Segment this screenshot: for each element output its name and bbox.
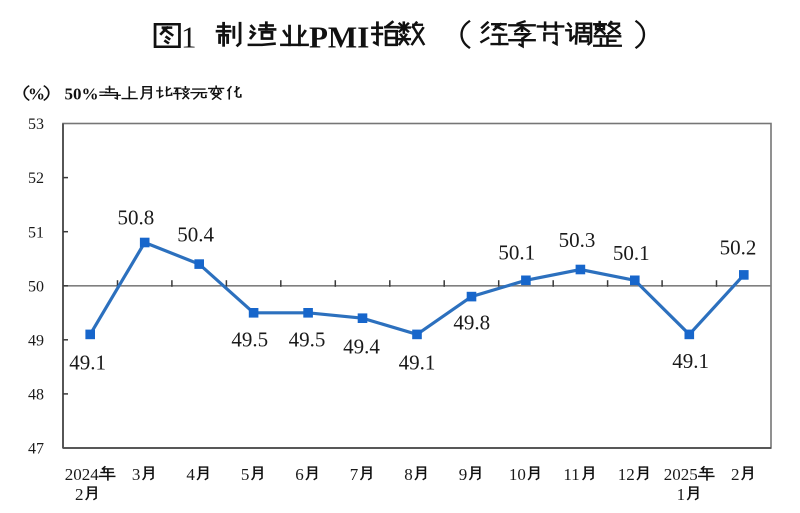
svg-text:53: 53 [28, 116, 44, 133]
svg-text:51: 51 [28, 224, 44, 241]
svg-text:10: 10 [509, 465, 526, 484]
svg-text:49.8: 49.8 [453, 311, 490, 335]
svg-text:8: 8 [404, 465, 413, 484]
svg-text:4: 4 [186, 465, 195, 484]
svg-text:50.8: 50.8 [118, 206, 155, 230]
svg-text:6: 6 [295, 465, 304, 484]
svg-text:49.1: 49.1 [672, 349, 709, 373]
svg-text:50.1: 50.1 [498, 240, 535, 264]
svg-text:%: % [28, 85, 45, 104]
svg-text:49.5: 49.5 [231, 327, 268, 351]
svg-text:50.3: 50.3 [559, 228, 596, 252]
svg-text:9: 9 [459, 465, 468, 484]
svg-text:12: 12 [618, 465, 635, 484]
svg-text:1: 1 [181, 20, 197, 55]
svg-text:50.4: 50.4 [177, 223, 214, 247]
svg-text:49.5: 49.5 [289, 327, 326, 351]
svg-text:2025: 2025 [664, 465, 698, 484]
svg-text:2024: 2024 [65, 465, 100, 484]
svg-text:48: 48 [28, 387, 44, 404]
svg-text:1: 1 [677, 485, 686, 504]
svg-text:50: 50 [28, 278, 44, 295]
svg-text:2: 2 [75, 485, 84, 504]
svg-text:52: 52 [28, 170, 44, 187]
svg-text:47: 47 [28, 441, 44, 458]
svg-text:3: 3 [132, 465, 141, 484]
svg-text:50.2: 50.2 [720, 236, 757, 260]
svg-text:50%=: 50%= [65, 85, 109, 104]
svg-text:49.4: 49.4 [343, 334, 380, 358]
svg-text:5: 5 [241, 465, 250, 484]
svg-text:50.1: 50.1 [613, 241, 650, 265]
svg-text:49.1: 49.1 [69, 350, 106, 374]
svg-text:49: 49 [28, 332, 44, 349]
svg-text:49.1: 49.1 [399, 351, 436, 375]
svg-text:11: 11 [563, 465, 579, 484]
svg-text:PMI: PMI [309, 20, 369, 55]
svg-text:7: 7 [350, 465, 359, 484]
svg-text:2: 2 [731, 465, 740, 484]
